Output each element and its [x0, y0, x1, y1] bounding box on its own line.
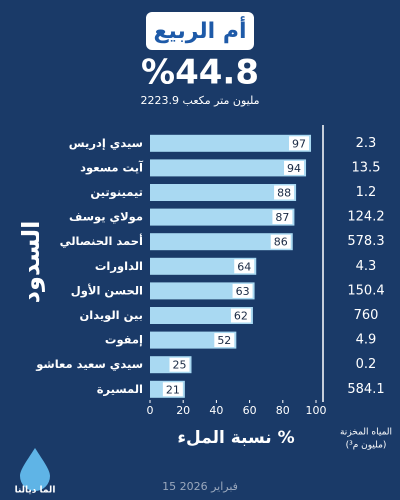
x-tick-label: 100	[306, 404, 327, 417]
y-axis-label: السدود	[17, 221, 45, 304]
value-label: 21	[166, 383, 180, 396]
stored-header: المياه المخزنة	[340, 428, 392, 438]
title-box	[146, 12, 254, 50]
value-label: 97	[292, 137, 306, 150]
category-label: سيدي سعيد معاشو	[35, 357, 143, 372]
bar	[150, 134, 312, 152]
chart-title: أم الربيع	[153, 15, 246, 44]
value-label-box	[230, 308, 251, 323]
value-label: 62	[234, 310, 248, 323]
value-label-box	[272, 210, 293, 225]
category-label: الداورات	[95, 259, 143, 274]
category-label: مولاي يوسف	[69, 210, 143, 225]
bar	[150, 184, 297, 201]
value-label: 94	[287, 162, 301, 175]
stored-value: 760	[354, 308, 379, 323]
value-label-box	[270, 234, 291, 249]
category-label: تيمينوتين	[90, 185, 143, 200]
x-tick-label: 60	[243, 404, 257, 417]
value-label-box	[214, 333, 235, 348]
stored-value: 1.2	[356, 185, 377, 200]
bar	[150, 307, 253, 324]
stored-value: 4.3	[356, 259, 377, 274]
footer-date: 15 فبراير 2026	[162, 480, 238, 493]
x-tick-label: 20	[176, 404, 190, 417]
category-label: الحسن الأول	[71, 283, 143, 298]
category-label: آيت مسعود	[80, 160, 144, 175]
subtitle: 2223.9 مليون متر مكعب	[141, 94, 260, 107]
logo-drop	[20, 448, 50, 491]
x-tick-label: 80	[276, 404, 290, 417]
bar	[150, 208, 295, 226]
category-label: سيدي إدريس	[69, 136, 143, 150]
stored-value: 4.9	[356, 333, 377, 348]
category-label: أحمد الحنصالي	[60, 233, 143, 248]
stored-value: 0.2	[356, 357, 377, 372]
value-label-box	[232, 283, 253, 298]
x-tick-label: 0	[147, 404, 154, 417]
value-label-box	[234, 259, 255, 274]
value-label: 88	[277, 187, 291, 200]
category-label: بين الويدان	[79, 308, 143, 323]
stored-value: 13.5	[352, 160, 381, 175]
value-label: 64	[237, 260, 251, 273]
brand: الما ديالنا	[15, 486, 56, 496]
stored-value: 124.2	[347, 210, 384, 225]
stored-header: (مليون م³)	[346, 441, 387, 451]
category-label: المسيرة	[97, 382, 143, 396]
value-label-box	[162, 382, 183, 397]
x-tick-label: 40	[209, 404, 223, 417]
value-label: 87	[275, 211, 289, 224]
value-label: 63	[236, 285, 250, 298]
value-label-box	[169, 357, 190, 372]
value-label: 52	[217, 334, 231, 347]
stored-value: 2.3	[356, 136, 377, 151]
x-axis-label: نسبة الملء %	[177, 428, 294, 448]
bar	[150, 257, 257, 275]
value-label: 25	[173, 359, 187, 372]
bar	[150, 159, 307, 177]
value-label-box	[289, 136, 310, 151]
bar	[150, 282, 255, 300]
bar	[150, 233, 293, 251]
stored-value: 584.1	[347, 382, 384, 397]
value-label-box	[284, 160, 305, 175]
value-label: 86	[274, 236, 288, 249]
stored-value: 578.3	[347, 234, 384, 249]
category-label: إمفوت	[105, 333, 143, 348]
value-label-box	[274, 185, 295, 200]
headline: %44.8	[141, 53, 259, 93]
stored-value: 150.4	[347, 283, 384, 298]
